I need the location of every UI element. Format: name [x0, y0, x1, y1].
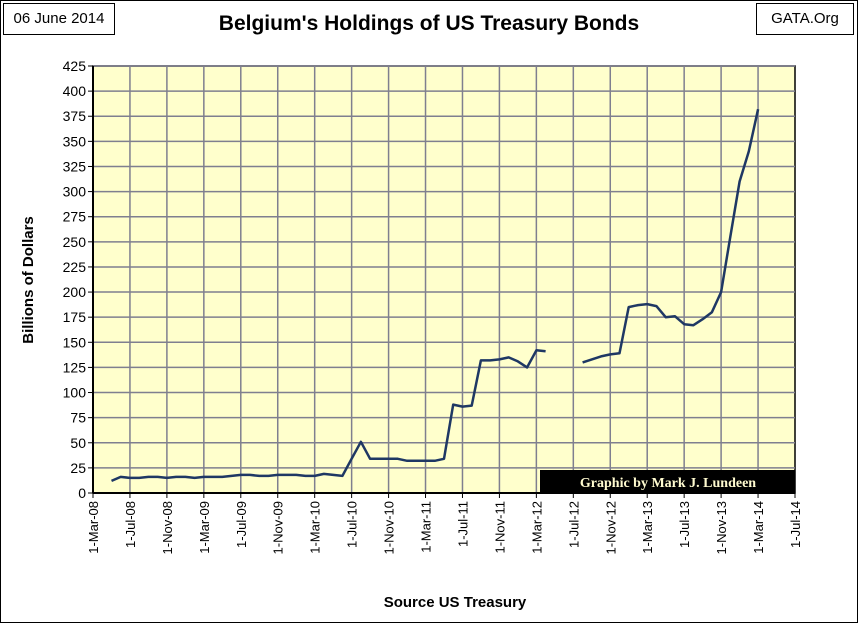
x-tick-label: 1-Mar-11	[419, 501, 434, 553]
y-tick-label: 125	[63, 359, 87, 375]
x-tick-label: 1-Mar-12	[529, 501, 544, 554]
x-tick-label: 1-Mar-13	[640, 501, 655, 554]
y-tick-label: 300	[63, 184, 87, 200]
y-tick-label: 0	[78, 485, 86, 501]
y-tick-label: 400	[63, 83, 87, 99]
x-tick-label: 1-Nov-08	[160, 501, 175, 554]
x-tick-label: 1-Jul-11	[455, 501, 470, 547]
x-tick-label: 1-Nov-10	[382, 501, 397, 554]
x-tick-label: 1-Jul-14	[788, 501, 803, 548]
credit-box	[540, 470, 795, 493]
x-tick-label: 1-Jul-12	[566, 501, 581, 548]
y-tick-label: 175	[63, 309, 87, 325]
series-line-0	[111, 108, 760, 483]
x-tick-label: 1-Nov-09	[271, 501, 286, 554]
y-tick-label: 250	[63, 234, 87, 250]
y-tick-label: 25	[70, 460, 86, 476]
y-tick-label: 50	[70, 435, 86, 451]
y-tick-label: 325	[63, 158, 87, 174]
plot-area	[92, 65, 796, 494]
x-tick-label: 1-Mar-08	[86, 501, 101, 554]
y-tick-label: 100	[63, 385, 87, 401]
y-tick-label: 375	[63, 108, 87, 124]
x-tick-label: 1-Nov-12	[603, 501, 618, 554]
x-tick-label: 1-Nov-11	[492, 501, 507, 554]
x-tick-label: 1-Mar-14	[751, 501, 766, 554]
y-axis-title: Billions of Dollars	[20, 216, 37, 344]
chart-title: Belgium's Holdings of US Treasury Bonds	[218, 12, 640, 35]
x-tick-label: 1-Nov-13	[714, 501, 729, 554]
y-tick-label: 425	[63, 58, 87, 74]
credit-label: Graphic by Mark J. Lundeen	[580, 476, 756, 491]
y-tick-label: 75	[70, 410, 86, 426]
x-tick-label: 1-Jul-08	[123, 501, 138, 548]
x-tick-label: 1-Jul-09	[234, 501, 249, 548]
x-tick-label: 1-Mar-10	[308, 501, 323, 554]
x-axis-title: Source US Treasury	[384, 594, 527, 611]
y-tick-label: 275	[63, 209, 87, 225]
x-tick-label: 1-Jul-10	[345, 501, 360, 548]
y-tick-label: 225	[63, 259, 87, 275]
x-tick-label: 1-Jul-13	[677, 501, 692, 548]
source-site-label: GATA.Org	[756, 3, 854, 35]
y-tick-label: 200	[63, 284, 87, 300]
y-tick-label: 150	[63, 334, 87, 350]
x-tick-label: 1-Mar-09	[197, 501, 212, 554]
date-label: 06 June 2014	[3, 3, 115, 35]
y-tick-label: 350	[63, 133, 87, 149]
